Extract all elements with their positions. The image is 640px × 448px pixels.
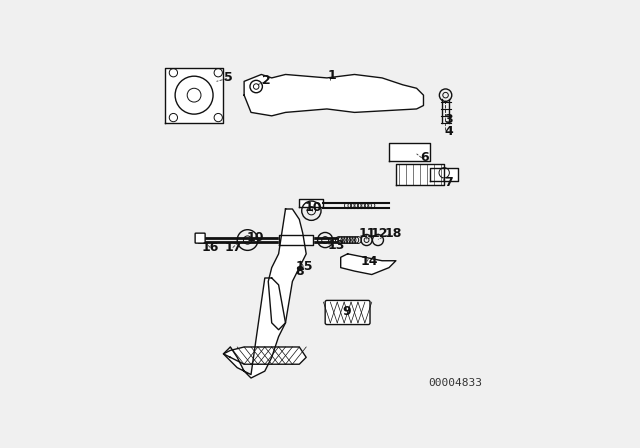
Text: 13: 13 — [328, 239, 345, 252]
Text: 10: 10 — [246, 231, 264, 244]
Polygon shape — [327, 302, 368, 323]
FancyBboxPatch shape — [195, 233, 205, 243]
Text: 7: 7 — [444, 176, 453, 189]
Text: 4: 4 — [444, 125, 453, 138]
Text: 1: 1 — [328, 69, 337, 82]
Text: 2: 2 — [262, 74, 271, 87]
Text: 8: 8 — [296, 265, 304, 278]
Polygon shape — [244, 74, 424, 116]
Polygon shape — [223, 278, 285, 378]
Text: 3: 3 — [444, 113, 453, 126]
FancyBboxPatch shape — [325, 301, 370, 324]
Text: 6: 6 — [420, 151, 429, 164]
Text: 9: 9 — [342, 305, 351, 318]
Text: 12: 12 — [371, 227, 388, 240]
Text: 00004833: 00004833 — [428, 379, 482, 388]
Polygon shape — [389, 143, 430, 161]
Text: 14: 14 — [360, 255, 378, 268]
Text: 11: 11 — [359, 227, 376, 240]
Polygon shape — [164, 68, 223, 123]
Polygon shape — [430, 168, 458, 181]
Text: 10: 10 — [305, 202, 323, 215]
Polygon shape — [278, 235, 313, 245]
Polygon shape — [223, 347, 306, 364]
Polygon shape — [340, 254, 396, 275]
Polygon shape — [396, 164, 444, 185]
Text: 16: 16 — [202, 241, 219, 254]
Text: 17: 17 — [225, 241, 243, 254]
Text: 18: 18 — [385, 227, 402, 240]
Polygon shape — [268, 209, 306, 330]
Text: 15: 15 — [296, 260, 313, 273]
Text: 5: 5 — [224, 71, 233, 84]
Polygon shape — [300, 198, 323, 207]
